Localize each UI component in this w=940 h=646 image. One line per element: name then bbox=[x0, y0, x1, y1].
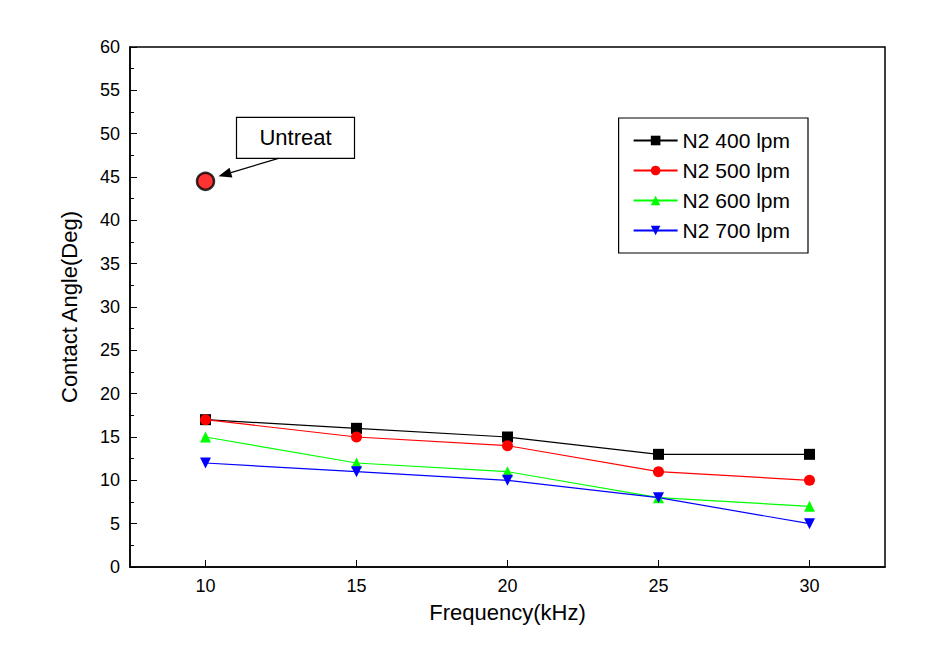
svg-text:Untreat: Untreat bbox=[259, 125, 331, 150]
svg-text:30: 30 bbox=[100, 297, 120, 317]
svg-text:15: 15 bbox=[346, 576, 366, 596]
svg-text:60: 60 bbox=[100, 37, 120, 57]
svg-text:N2 700 lpm: N2 700 lpm bbox=[683, 219, 790, 242]
svg-text:5: 5 bbox=[110, 514, 120, 534]
svg-text:20: 20 bbox=[100, 384, 120, 404]
svg-text:N2 600 lpm: N2 600 lpm bbox=[683, 189, 790, 212]
svg-text:25: 25 bbox=[100, 340, 120, 360]
svg-text:Frequency(kHz): Frequency(kHz) bbox=[429, 600, 585, 625]
svg-text:N2 500 lpm: N2 500 lpm bbox=[683, 159, 790, 182]
svg-text:0: 0 bbox=[110, 557, 120, 577]
svg-text:25: 25 bbox=[648, 576, 668, 596]
svg-text:55: 55 bbox=[100, 80, 120, 100]
svg-text:50: 50 bbox=[100, 124, 120, 144]
svg-text:10: 10 bbox=[100, 470, 120, 490]
svg-text:15: 15 bbox=[100, 427, 120, 447]
svg-text:10: 10 bbox=[195, 576, 215, 596]
svg-text:45: 45 bbox=[100, 167, 120, 187]
svg-text:30: 30 bbox=[799, 576, 819, 596]
svg-text:35: 35 bbox=[100, 254, 120, 274]
svg-text:Contact Angle(Deg): Contact Angle(Deg) bbox=[57, 211, 82, 403]
svg-text:40: 40 bbox=[100, 210, 120, 230]
svg-text:20: 20 bbox=[497, 576, 517, 596]
svg-text:N2 400 lpm: N2 400 lpm bbox=[683, 129, 790, 152]
